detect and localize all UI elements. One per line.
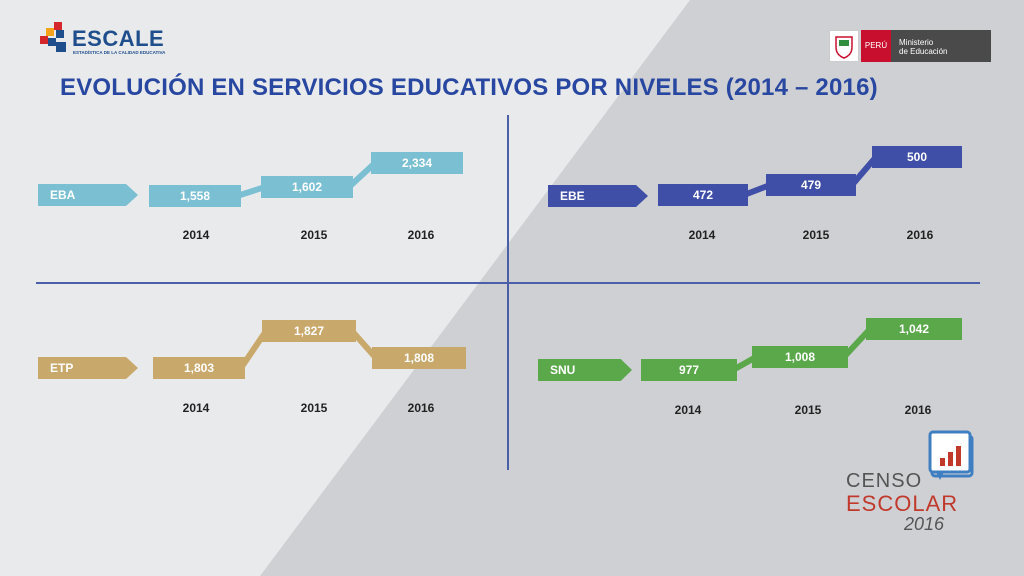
x-tick-label: 2014 xyxy=(182,228,210,242)
series-label-snu: SNU xyxy=(538,359,632,381)
x-tick-label: 2015 xyxy=(300,228,328,242)
series-line-ebe xyxy=(742,182,772,198)
peru-label: PERÚ xyxy=(861,30,891,62)
data-label-eba-2015: 1,602 xyxy=(261,176,353,198)
censo-word: CENSO xyxy=(846,470,923,492)
x-tick-label: 2016 xyxy=(407,401,435,415)
data-label-snu-2016: 1,042 xyxy=(866,318,962,340)
data-label-eba-2014: 1,558 xyxy=(149,185,241,207)
shield-icon xyxy=(829,30,859,62)
ministry-logo: PERÚ Ministerio de Educación xyxy=(829,30,991,62)
x-tick-label: 2014 xyxy=(182,401,210,415)
data-label-etp-2015: 1,827 xyxy=(262,320,356,342)
escolar-word: ESCOLAR xyxy=(846,491,959,516)
ministry-name: Ministerio de Educación xyxy=(891,30,991,62)
x-tick-label: 2014 xyxy=(688,228,716,242)
series-line-eba xyxy=(346,160,378,190)
ministry-line1: Ministerio xyxy=(899,38,934,47)
series-label-eba: EBA xyxy=(38,184,138,206)
data-label-snu-2014: 977 xyxy=(641,359,737,381)
horizontal-divider xyxy=(36,282,980,284)
series-line-snu xyxy=(841,326,873,360)
x-tick-label: 2015 xyxy=(300,401,328,415)
escale-mark-icon xyxy=(40,22,66,52)
data-label-etp-2016: 1,808 xyxy=(372,347,466,369)
data-label-etp-2014: 1,803 xyxy=(153,357,245,379)
data-label-ebe-2014: 472 xyxy=(658,184,748,206)
page-title: EVOLUCIÓN EN SERVICIOS EDUCATIVOS POR NI… xyxy=(60,74,878,101)
x-tick-label: 2016 xyxy=(904,403,932,417)
escale-logo-subtitle: ESTADÍSTICA DE LA CALIDAD EDUCATIVA xyxy=(73,50,166,55)
series-label-etp: ETP xyxy=(38,357,138,379)
censo-escolar-logo: CENSO ESCOLAR 2016 xyxy=(846,430,996,540)
data-label-snu-2015: 1,008 xyxy=(752,346,848,368)
escale-logo: ESCALE ESTADÍSTICA DE LA CALIDAD EDUCATI… xyxy=(40,22,170,62)
data-label-ebe-2015: 479 xyxy=(766,174,856,196)
series-line-etp xyxy=(238,329,269,370)
data-label-eba-2016: 2,334 xyxy=(371,152,463,174)
series-line-eba xyxy=(236,184,266,199)
x-tick-label: 2016 xyxy=(407,228,435,242)
x-tick-label: 2015 xyxy=(794,403,822,417)
data-label-ebe-2016: 500 xyxy=(872,146,962,168)
vertical-divider xyxy=(507,115,509,470)
x-tick-label: 2016 xyxy=(906,228,934,242)
censo-year: 2016 xyxy=(904,514,945,534)
series-label-ebe: EBE xyxy=(548,185,648,207)
escale-logo-word: ESCALE xyxy=(72,26,165,51)
x-tick-label: 2015 xyxy=(802,228,830,242)
ministry-line2: de Educación xyxy=(899,47,948,56)
book-chart-icon xyxy=(928,430,974,480)
x-tick-label: 2014 xyxy=(674,403,702,417)
